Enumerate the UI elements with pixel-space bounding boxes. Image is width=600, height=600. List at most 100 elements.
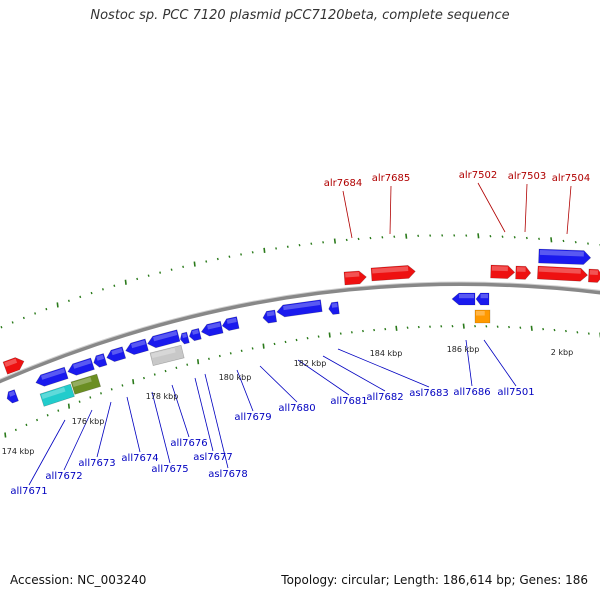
gene-arrow[interactable] (451, 292, 476, 306)
gene-arrow[interactable] (179, 331, 190, 345)
outer-tick (441, 234, 444, 237)
inner-tick (229, 352, 232, 355)
gene-label-all7681[interactable]: all7681 (330, 396, 367, 407)
outer-tick (193, 261, 196, 267)
inner-tick (429, 325, 431, 328)
label-connector (297, 359, 350, 396)
gene-label-all7673[interactable]: all7673 (78, 458, 115, 469)
gene-label-all7672[interactable]: all7672 (45, 471, 82, 482)
inner-tick (496, 325, 499, 328)
gene-label-all7679[interactable]: all7679 (234, 412, 271, 423)
label-connector (342, 190, 353, 239)
outer-tick (369, 236, 372, 240)
gene-arrow[interactable] (92, 353, 108, 368)
label-connector (322, 355, 386, 392)
gene-arrow[interactable] (490, 264, 516, 279)
gene-label-all7674[interactable]: all7674 (121, 453, 158, 464)
outer-tick (513, 236, 516, 239)
gene-arrow[interactable] (2, 355, 26, 375)
inner-tick (262, 343, 265, 349)
scale-label: 174 kbp (2, 447, 35, 456)
gene-label-alr7504[interactable]: alr7504 (552, 173, 590, 184)
outer-tick (11, 321, 14, 324)
gene-arrow[interactable] (105, 346, 127, 364)
inner-tick (78, 400, 81, 403)
inner-tick (395, 325, 398, 331)
outer-tick (562, 239, 565, 243)
gene-label-all7680[interactable]: all7680 (278, 403, 315, 414)
inner-tick (339, 332, 342, 335)
gene-label-alr7685[interactable]: alr7685 (372, 173, 410, 184)
label-connector (126, 396, 141, 453)
gene-label-all7671[interactable]: all7671 (10, 486, 47, 497)
inner-tick (46, 414, 49, 417)
outer-tick (393, 235, 396, 238)
inner-tick (295, 338, 298, 342)
gene-arrow[interactable] (39, 383, 75, 407)
gene-arrow[interactable] (149, 344, 185, 366)
inner-tick (519, 326, 522, 329)
gene-label-alr7503[interactable]: alr7503 (508, 171, 546, 182)
outer-tick (240, 253, 243, 256)
inner-tick (328, 332, 331, 338)
gene-arrow[interactable] (538, 248, 592, 265)
inner-tick (132, 379, 135, 385)
outer-tick (405, 233, 408, 239)
gene-arrow[interactable] (515, 265, 532, 280)
outer-tick (228, 255, 231, 258)
gene-arrow[interactable] (146, 329, 181, 350)
gene-labels: alr7684 alr7685 alr7502 alr7503 alr7504 all76… (10, 170, 590, 497)
gene-arrow[interactable] (5, 389, 19, 405)
inner-tick (207, 357, 210, 360)
inner-tick (218, 354, 221, 358)
scale-label: 178 kbp (146, 392, 179, 401)
inner-tick (485, 325, 488, 328)
outer-tick (538, 237, 541, 241)
gene-arrow[interactable] (474, 309, 491, 324)
inner-tick (361, 329, 364, 333)
outer-tick (345, 238, 348, 242)
gene-arrow[interactable] (276, 299, 323, 318)
label-connector (236, 369, 254, 412)
gene-arrow[interactable] (343, 270, 367, 286)
scale-label: 176 kbp (72, 417, 105, 426)
label-connector (483, 339, 517, 387)
gene-arrow[interactable] (537, 265, 589, 282)
gene-arrow[interactable] (588, 268, 600, 283)
topology-summary: Topology: circular; Length: 186,614 bp; … (281, 573, 588, 587)
outer-tick (45, 307, 48, 311)
gene-arrow[interactable] (70, 373, 101, 395)
gene-arrow[interactable] (370, 265, 416, 282)
outer-tick (310, 242, 313, 245)
inner-tick (350, 331, 353, 334)
gene-label-all7686[interactable]: all7686 (453, 387, 490, 398)
outer-tick (322, 241, 325, 244)
gene-label-asl7683[interactable]: asl7683 (409, 388, 449, 399)
gene-label-all7682[interactable]: all7682 (366, 392, 403, 403)
outer-tick (501, 235, 504, 238)
outer-tick (429, 234, 432, 237)
gene-arrow[interactable] (124, 338, 149, 357)
inner-tick (4, 432, 7, 438)
gene-arrow[interactable] (221, 316, 240, 332)
gene-arrow[interactable] (475, 292, 490, 306)
gene-label-all7501[interactable]: all7501 (497, 387, 534, 398)
gene-arrow[interactable] (34, 366, 69, 388)
gene-label-asl7678[interactable]: asl7678 (208, 469, 248, 480)
gene-label-alr7502[interactable]: alr7502 (459, 170, 497, 181)
gene-label-asl7677[interactable]: asl7677 (193, 452, 233, 463)
gene-label-all7675[interactable]: all7675 (151, 464, 188, 475)
scale-label: 182 kbp (294, 359, 327, 368)
label-connectors (28, 182, 572, 486)
gene-arrow[interactable] (328, 301, 340, 315)
gene-arrow[interactable] (188, 327, 202, 342)
outer-tick (489, 234, 492, 238)
gene-arrow[interactable] (200, 320, 224, 337)
gene-label-alr7684[interactable]: alr7684 (324, 178, 362, 189)
label-connector (566, 185, 572, 235)
gene-label-all7676[interactable]: all7676 (170, 438, 207, 449)
inner-tick (186, 363, 189, 366)
label-connector (96, 401, 112, 458)
gene-arrow[interactable] (262, 309, 278, 324)
gene-arrow[interactable] (66, 357, 95, 377)
